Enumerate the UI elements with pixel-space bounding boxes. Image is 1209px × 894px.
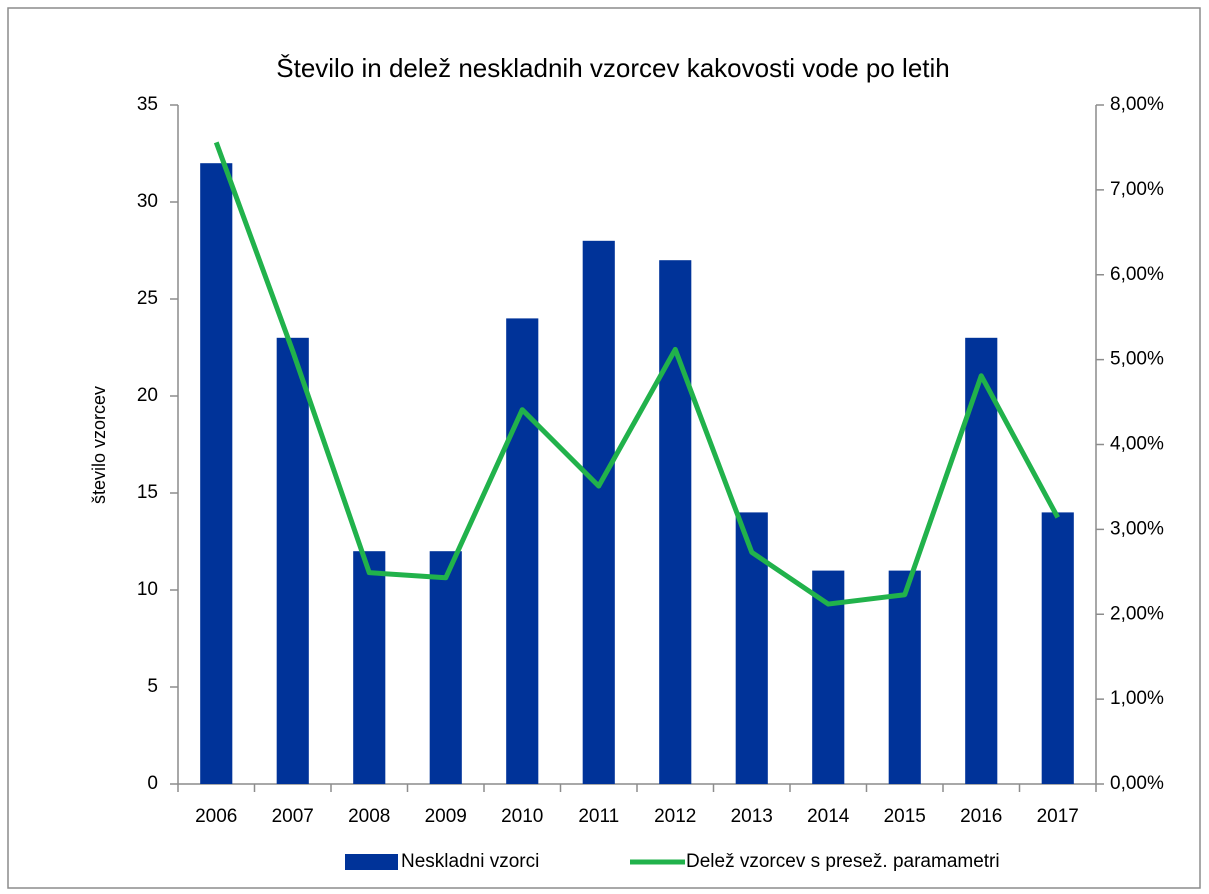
x-tick-label: 2017 [1037,806,1079,827]
x-tick-label: 2014 [807,806,850,827]
y-tick-label: 15 [137,482,158,503]
bar [888,570,921,784]
bar [1041,512,1074,784]
y-tick-label: 30 [137,191,158,212]
x-tick-label: 2010 [501,806,543,827]
y2-tick-label: 8,00% [1110,94,1164,115]
y-axis-label: število vzorcev [89,386,109,504]
x-tick-label: 2009 [425,806,467,827]
x-tick-label: 2006 [195,806,237,827]
x-tick-label: 2011 [578,806,619,827]
bar [429,551,462,784]
y2-tick-label: 0,00% [1110,773,1164,794]
x-tick-label: 2013 [731,806,773,827]
chart-title: Število in delež neskladnih vzorcev kako… [276,53,950,83]
x-tick-label: 2008 [348,806,390,827]
x-tick-label: 2015 [884,806,926,827]
y-tick-label: 25 [137,288,158,309]
y2-tick-label: 3,00% [1110,518,1164,539]
line [213,141,1060,607]
y-tick-label: 20 [137,385,158,406]
bar [506,318,539,784]
legend-swatch [345,854,398,870]
bar [276,337,309,784]
bar [353,551,386,784]
y-tick-label: 5 [147,676,158,697]
y-tick-label: 10 [137,579,158,600]
y2-tick-label: 5,00% [1110,349,1164,370]
x-tick-label: 2007 [272,806,314,827]
bar [659,260,692,784]
y2-tick-label: 7,00% [1110,179,1164,200]
y2-tick-label: 2,00% [1110,603,1164,624]
legend-label: Delež vzorcev s presež. paramametri [686,851,1000,872]
legend-label: Neskladni vzorci [401,851,539,872]
y2-tick-label: 4,00% [1110,434,1164,455]
y-tick-label: 0 [147,773,158,794]
x-tick-label: 2012 [654,806,696,827]
y2-tick-label: 1,00% [1110,688,1164,709]
bar [582,240,615,785]
x-tick-label: 2016 [960,806,1002,827]
bar [200,163,233,784]
y-tick-label: 35 [137,94,158,115]
y2-tick-label: 6,00% [1110,264,1164,285]
